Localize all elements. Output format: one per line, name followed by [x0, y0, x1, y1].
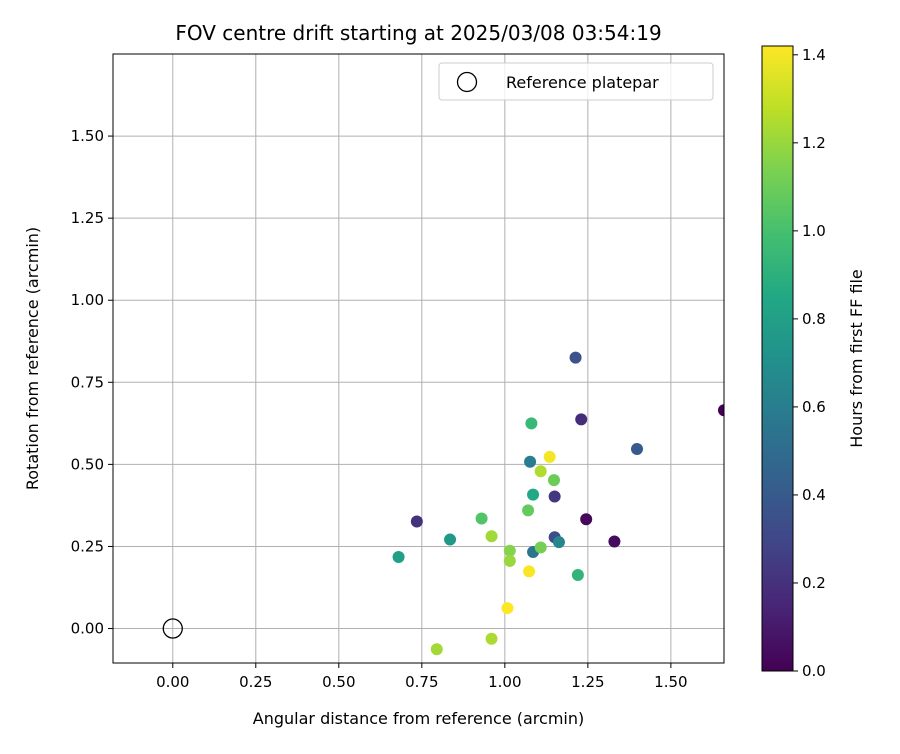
data-point: [534, 541, 547, 554]
data-point: [575, 413, 588, 426]
data-point: [525, 417, 538, 430]
data-point: [523, 565, 536, 578]
colorbar-tick-label: 0.0: [802, 662, 826, 680]
plot-frame: [112, 53, 725, 664]
colorbar-tick-label: 0.8: [802, 310, 826, 328]
data-point: [718, 404, 724, 417]
data-point: [522, 504, 535, 517]
data-point: [569, 351, 582, 364]
data-point: [580, 513, 593, 526]
data-point: [543, 450, 556, 463]
legend-label-reference: Reference platepar: [506, 73, 659, 92]
x-tick-label: 1.00: [488, 673, 521, 691]
y-tick-label: 0.75: [71, 373, 104, 391]
y-axis-label: Rotation from reference (arcmin): [23, 227, 42, 490]
data-point: [501, 602, 514, 615]
colorbar: [761, 45, 794, 672]
colorbar-tick-label: 0.2: [802, 574, 826, 592]
x-axis-label: Angular distance from reference (arcmin): [253, 709, 584, 728]
data-point: [410, 515, 423, 528]
legend: Reference platepar: [438, 62, 714, 101]
y-tick-label: 0.25: [71, 537, 104, 555]
data-point: [534, 465, 547, 478]
x-tick-label: 0.75: [405, 673, 438, 691]
colorbar-tick-label: 1.4: [802, 46, 826, 64]
data-point: [503, 544, 516, 557]
data-point: [485, 632, 498, 645]
data-point: [552, 536, 565, 549]
colorbar-tick-label: 1.0: [802, 222, 826, 240]
y-tick-label: 1.00: [71, 291, 104, 309]
reference-point-marker: [162, 618, 183, 639]
x-tick-label: 1.50: [654, 673, 687, 691]
data-point: [548, 490, 561, 503]
data-point: [430, 643, 443, 656]
y-tick-label: 1.50: [71, 127, 104, 145]
gridlines: [113, 54, 724, 663]
legend-marker-reference: [456, 71, 478, 93]
data-point: [547, 474, 560, 487]
y-tick-label: 1.25: [71, 209, 104, 227]
data-point: [524, 455, 537, 468]
legend-box: [438, 62, 714, 101]
data-point: [527, 488, 540, 501]
x-tick-label: 1.25: [571, 673, 604, 691]
data-point: [475, 512, 488, 525]
data-point: [571, 569, 584, 582]
data-points: [392, 351, 724, 656]
data-point: [392, 550, 405, 563]
data-point: [630, 442, 643, 455]
y-tick-label: 0.00: [71, 620, 104, 638]
data-point: [485, 530, 498, 543]
data-point: [503, 554, 516, 567]
colorbar-label: Hours from first FF file: [847, 269, 866, 448]
x-tick-label: 0.50: [322, 673, 355, 691]
colorbar-tick-label: 0.4: [802, 486, 826, 504]
x-tick-label: 0.25: [239, 673, 272, 691]
chart-title: FOV centre drift starting at 2025/03/08 …: [175, 21, 661, 45]
data-point: [608, 535, 621, 548]
colorbar-tick-label: 1.2: [802, 134, 826, 152]
colorbar-tick-label: 0.6: [802, 398, 826, 416]
x-tick-label: 0.00: [156, 673, 189, 691]
data-point: [444, 533, 457, 546]
y-tick-label: 0.50: [71, 455, 104, 473]
